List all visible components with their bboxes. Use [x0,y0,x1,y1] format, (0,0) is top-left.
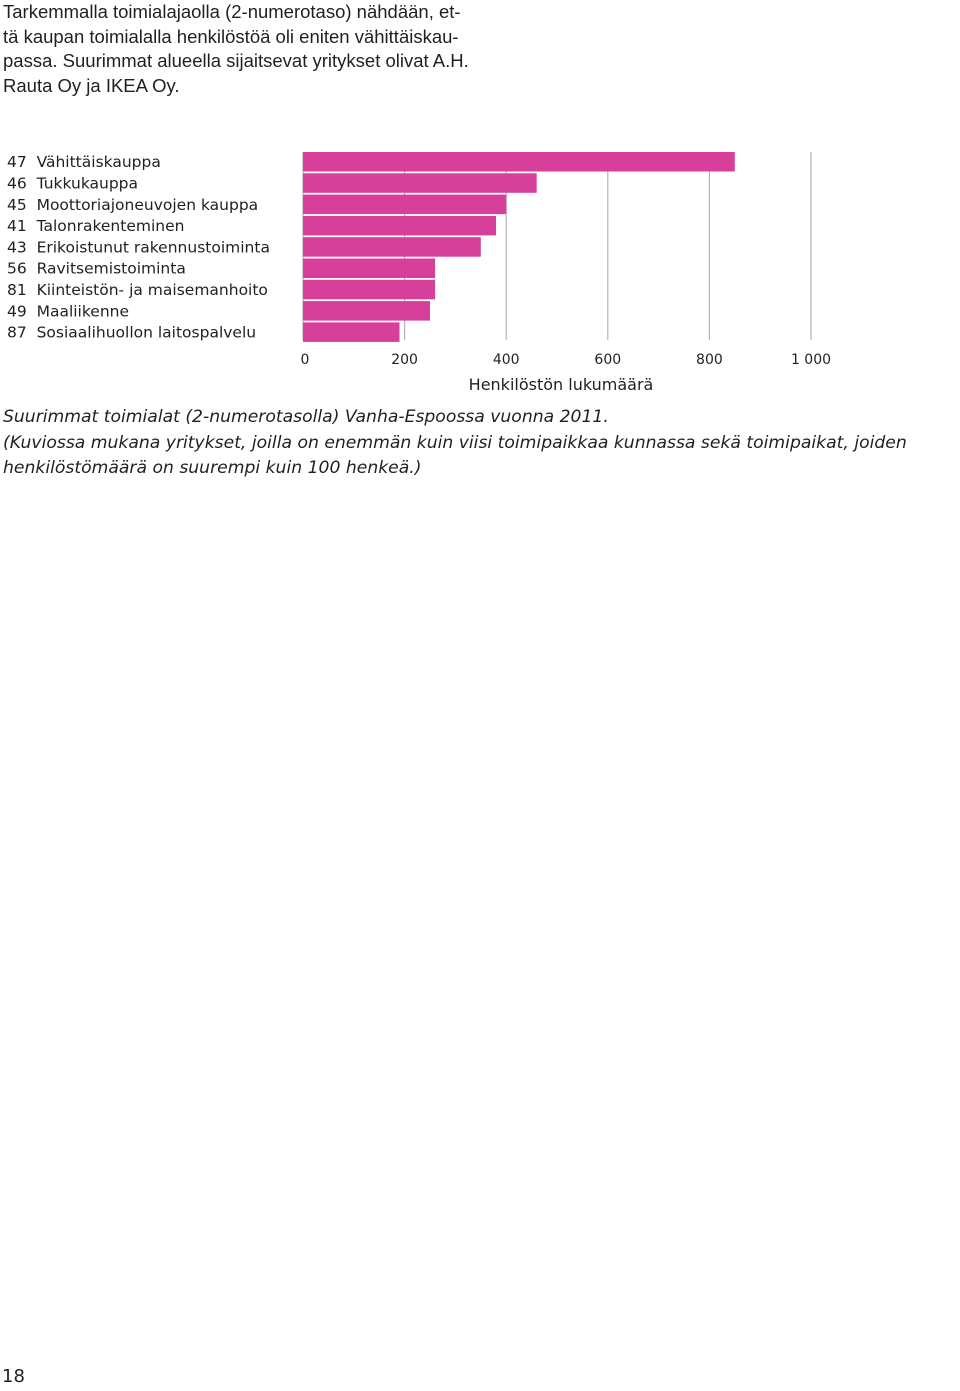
bar [303,215,497,236]
x-axis-title: Henkilöstön lukumäärä [469,375,654,394]
bar [303,301,430,321]
x-tick-label: 0 [301,352,310,368]
page-number: 18 [2,1366,25,1387]
bar [303,279,436,300]
intro-paragraph: Tarkemmalla toimialajaolla (2-numerotaso… [3,0,523,98]
x-tick-label: 400 [493,352,520,368]
bar [303,322,400,342]
category-label: 87 Sosiaalihuollon laitospalvelu [7,324,256,342]
intro-line: Rauta Oy ja IKEA Oy. [3,74,180,96]
category-label: 41 Talonrakenteminen [7,217,184,235]
bar [303,173,537,193]
x-tick-label: 200 [391,352,418,368]
category-label: 47 Vähittäiskauppa [7,153,161,171]
bar [303,152,735,172]
bar-chart: 47 Vähittäiskauppa 46 Tukkukauppa 45 Moott… [7,152,832,394]
x-tick-label: 600 [594,352,621,368]
intro-line: passa. Suurimmat alueella sijaitsevat yr… [3,50,469,71]
category-label: 56 Ravitsemistoiminta [7,260,186,278]
figure-caption: Suurimmat toimialat (2-numerotasolla) Va… [3,405,960,482]
x-tick-labels: 0 200 400 600 800 1 000 [301,352,832,368]
caption-line: Suurimmat toimialat (2-numerotasolla) Va… [3,407,609,427]
x-tick-label: 800 [696,352,723,368]
caption-line: (Kuviossa mukana yritykset, joilla on en… [3,432,907,453]
bar [303,237,481,257]
intro-line: tä kaupan toimialalla henkilöstöä oli en… [3,25,459,47]
category-label: 81 Kiinteistön- ja maisemanhoito [7,281,268,299]
intro-line: Tarkemmalla toimialajaolla (2-numerotaso… [3,1,461,22]
bar [303,258,436,278]
category-label: 49 Maaliikenne [7,302,129,320]
category-label: 43 Erikoistunut rakennustoiminta [7,238,270,256]
x-tick-label: 1 000 [791,352,831,368]
category-labels: 47 Vähittäiskauppa 46 Tukkukauppa 45 Moott… [7,153,270,341]
category-label: 45 Moottoriajoneuvojen kauppa [7,196,258,214]
bar [303,194,507,215]
bars [303,152,735,342]
category-label: 46 Tukkukauppa [7,175,138,193]
caption-line: henkilöstömäärä on suurempi kuin 100 hen… [3,458,422,478]
